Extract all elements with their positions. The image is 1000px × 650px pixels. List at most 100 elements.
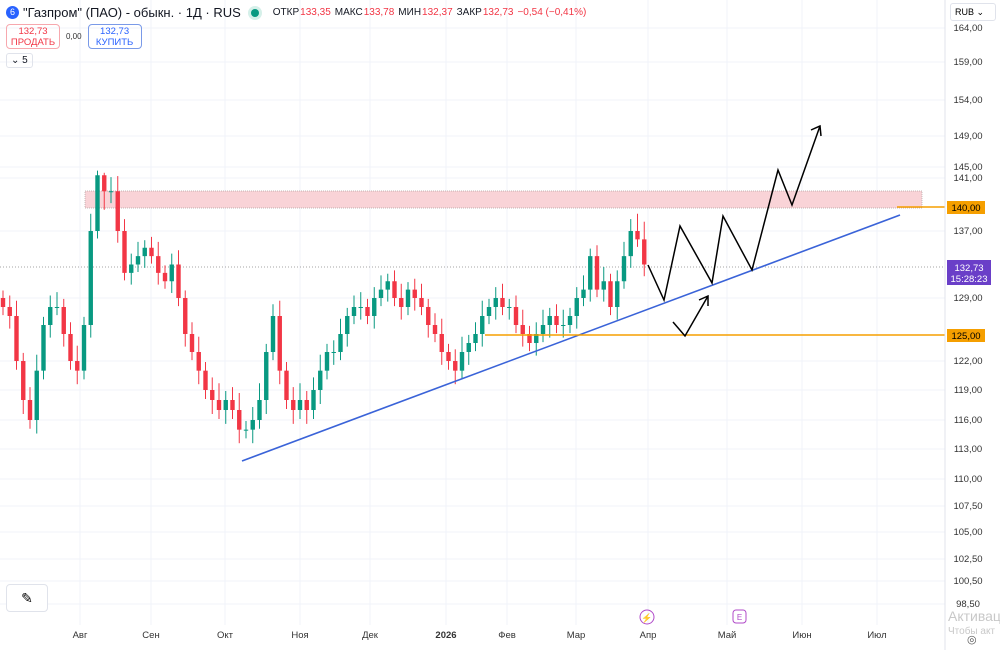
candle	[412, 278, 417, 311]
close-label: ЗАКР	[456, 7, 482, 18]
buy-button[interactable]: 132,73 КУПИТЬ	[87, 24, 142, 49]
drawing-tool-button[interactable]: ✎	[6, 584, 48, 612]
y-tick-label: 154,00	[953, 95, 982, 106]
symbol-title[interactable]: "Газпром" (ПАО) - обыкн. · 1Д · RUS	[23, 5, 241, 20]
candle	[338, 318, 343, 361]
candle	[392, 270, 397, 307]
spread-value: 0,00	[66, 32, 82, 41]
x-tick-label: Июл	[867, 630, 886, 641]
x-tick-label: Окт	[217, 630, 234, 641]
candle	[432, 313, 438, 343]
indicators-toggle[interactable]: ⌄ 5	[6, 53, 33, 68]
y-tick-label: 164,00	[953, 23, 982, 34]
candle	[507, 298, 512, 320]
event-icon-earnings[interactable]: E	[732, 609, 747, 624]
candle	[0, 290, 6, 316]
candle	[459, 336, 465, 380]
candle	[277, 300, 282, 385]
candle	[311, 377, 316, 419]
x-tick-label: Июн	[792, 630, 811, 641]
candle	[405, 282, 411, 316]
candle	[230, 387, 235, 419]
y-tick-label: 98,50	[956, 599, 980, 610]
candle	[189, 322, 195, 361]
candle	[162, 265, 168, 289]
candle	[54, 292, 60, 316]
candle	[243, 420, 249, 439]
change-value: −0,54 (−0,41%)	[517, 7, 587, 18]
candle	[635, 213, 640, 247]
candle	[102, 172, 107, 210]
candle	[196, 336, 201, 385]
candle	[554, 304, 559, 334]
y-tick-label: 141,00	[953, 173, 982, 184]
x-tick-label: Авг	[73, 630, 88, 641]
candle	[527, 325, 532, 352]
eye-icon[interactable]: ◎	[967, 634, 977, 646]
candle	[331, 340, 336, 365]
candle	[169, 253, 174, 293]
candle	[594, 245, 600, 298]
time-axis[interactable]: Авг Сен Окт Ноя Дек 2026 Фев Мар Апр Май Июн Июл	[73, 630, 887, 641]
candle	[135, 241, 141, 273]
x-tick-label: 2026	[435, 630, 456, 641]
y-tick-label: 159,00	[953, 57, 982, 68]
candle	[574, 287, 579, 329]
symbol-header: 6 "Газпром" (ПАО) - обыкн. · 1Д · RUS ОТ…	[6, 5, 586, 20]
forecast-alt-arrow[interactable]	[672, 295, 709, 338]
arrowhead-icon	[698, 294, 709, 306]
x-tick-label: Май	[718, 630, 737, 641]
trend-line[interactable]	[241, 214, 901, 462]
candle	[223, 391, 228, 424]
candle	[581, 275, 586, 307]
pencil-icon: ✎	[21, 590, 33, 606]
watermark-sub: Чтобы акт	[948, 626, 996, 637]
buy-price: 132,73	[100, 26, 130, 37]
low-value: 132,37	[422, 7, 453, 18]
sell-button[interactable]: 132,73 ПРОДАТЬ	[6, 24, 60, 49]
svg-text:E: E	[737, 613, 742, 622]
y-tick-label: 129,00	[953, 293, 982, 304]
y-tick-label: 119,00	[954, 385, 982, 396]
svg-text:⚡: ⚡	[641, 612, 652, 624]
candle	[372, 287, 377, 329]
candle	[108, 177, 114, 204]
candle	[95, 170, 100, 239]
arrowhead-icon	[810, 124, 822, 137]
y-tick-label: 116,00	[954, 415, 982, 426]
candle	[466, 334, 471, 365]
x-tick-label: Фев	[498, 630, 516, 641]
open-value: 133,35	[300, 7, 331, 18]
candle	[561, 309, 566, 338]
candle	[378, 275, 384, 307]
resistance-zone[interactable]	[84, 190, 923, 209]
candle	[345, 307, 350, 347]
currency-select[interactable]: RUB ⌄	[950, 3, 996, 21]
candle	[453, 349, 458, 385]
candle	[628, 219, 633, 268]
candle	[149, 236, 154, 264]
candle	[270, 304, 276, 361]
svg-text:132,73: 132,73	[954, 263, 983, 274]
y-tick-label: 113,00	[954, 444, 982, 455]
candle	[129, 253, 134, 285]
candle	[446, 343, 451, 370]
svg-text:125,00: 125,00	[951, 331, 980, 342]
x-tick-label: Ноя	[291, 630, 308, 641]
candle	[520, 309, 525, 347]
candle	[588, 248, 593, 302]
forecast-zigzag[interactable]	[647, 125, 821, 303]
candle	[34, 354, 39, 434]
candle	[14, 300, 19, 370]
candle	[480, 300, 485, 347]
event-icon-dividend[interactable]: ⚡	[639, 609, 655, 625]
candle	[264, 343, 269, 414]
candle	[385, 273, 390, 302]
svg-text:15:28:23: 15:28:23	[951, 274, 988, 285]
candle	[7, 295, 12, 329]
candle	[513, 295, 519, 334]
candle	[291, 387, 296, 424]
